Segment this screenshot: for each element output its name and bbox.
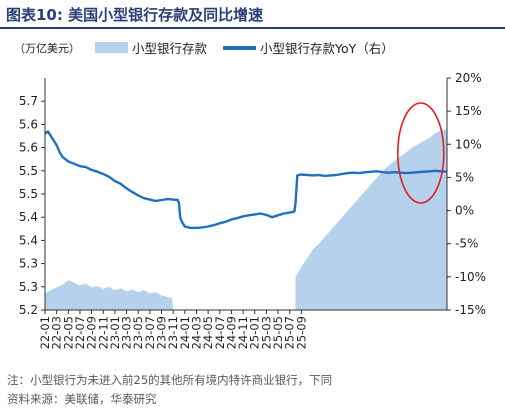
x-tick-label: 25-05 — [271, 316, 285, 349]
x-tick-label: 24-05 — [201, 316, 215, 349]
legend-label-deposits: 小型银行存款 — [132, 41, 208, 56]
left-tick-label: 5.7 — [19, 94, 38, 108]
deposit-line-layer — [44, 130, 448, 230]
x-tick-label: 25-01 — [248, 316, 262, 349]
left-axis-unit-label: （万亿美元） — [14, 42, 80, 55]
left-tick-label: 5.2 — [19, 303, 38, 317]
legend-item-deposits: 小型银行存款 — [95, 38, 207, 57]
right-tick-label: 15% — [455, 104, 482, 118]
deposit-line — [44, 130, 448, 230]
right-tick-label: -10% — [455, 270, 486, 284]
left-tick-label: 5.4 — [19, 210, 38, 224]
x-tick-label: 24-03 — [189, 316, 203, 349]
highlight-ellipse — [396, 102, 445, 204]
x-tick-label: 24-11 — [236, 316, 250, 349]
legend-swatch-line — [223, 45, 257, 50]
figure-title: 图表10: 美国小型银行存款及同比增速 — [6, 6, 264, 24]
left-tick-label: 5.5 — [19, 164, 38, 178]
right-tick-label: 10% — [455, 137, 482, 151]
x-tick-label: 22-01 — [38, 316, 52, 349]
x-tick-label: 22-03 — [50, 316, 64, 349]
x-tick-label: 25-03 — [259, 316, 273, 349]
yoy-area-layer — [45, 129, 447, 310]
x-tick-label: 22-11 — [96, 316, 110, 349]
right-tick-label: 0% — [455, 204, 474, 218]
right-tick-label: -15% — [455, 303, 486, 317]
left-tick-label: 5.3 — [19, 280, 38, 294]
annotation-layer — [396, 102, 445, 204]
x-tick-label: 22-07 — [73, 316, 87, 349]
left-tick-label: 5.5 — [19, 187, 38, 201]
x-tick-label: 23-03 — [120, 316, 134, 349]
x-tick-label: 23-07 — [143, 316, 157, 349]
x-tick-label: 24-01 — [178, 316, 192, 349]
left-tick-label: 5.6 — [19, 141, 38, 155]
right-tick-label: 20% — [455, 71, 482, 85]
legend: 小型银行存款 小型银行存款YoY（右） — [95, 38, 410, 57]
yoy-area — [45, 129, 447, 310]
right-tick-label: -5% — [455, 237, 478, 251]
x-tick-label: 25-07 — [283, 316, 297, 349]
x-tick-label: 25-09 — [294, 316, 308, 349]
chart-canvas: 5.2 5.3 5.3 5.4 5.4 5.5 5.5 5.6 5.6 5.7 -15% -10% -5… — [19, 71, 486, 349]
left-tick-label: 5.3 — [19, 257, 38, 271]
title-rule — [0, 27, 505, 29]
x-tick-label: 24-09 — [224, 316, 238, 349]
x-tick-label: 23-05 — [131, 316, 145, 349]
right-tick-label: 5% — [455, 170, 474, 184]
x-tick-label: 23-11 — [166, 316, 180, 349]
footnote-source: 资料来源：美联储，华泰研究 — [7, 392, 157, 406]
x-tick-label: 22-09 — [85, 316, 99, 349]
left-tick-label: 5.6 — [19, 117, 38, 131]
x-tick-label: 23-01 — [108, 316, 122, 349]
legend-swatch-area — [95, 42, 128, 53]
x-tick-label: 24-07 — [213, 316, 227, 349]
left-tick-label: 5.4 — [19, 233, 38, 247]
footnote-note: 注：小型银行为未进入前25的其他所有境内特许商业银行，下同 — [7, 373, 333, 387]
x-tick-label: 23-09 — [155, 316, 169, 349]
legend-item-yoy: 小型银行存款YoY（右） — [223, 38, 394, 57]
x-tick-label: 22-05 — [61, 316, 75, 349]
axis-layer: 5.2 5.3 5.3 5.4 5.4 5.5 5.5 5.6 5.6 5.7 -15% -10% -5… — [19, 71, 486, 349]
legend-label-yoy: 小型银行存款YoY（右） — [260, 41, 394, 56]
